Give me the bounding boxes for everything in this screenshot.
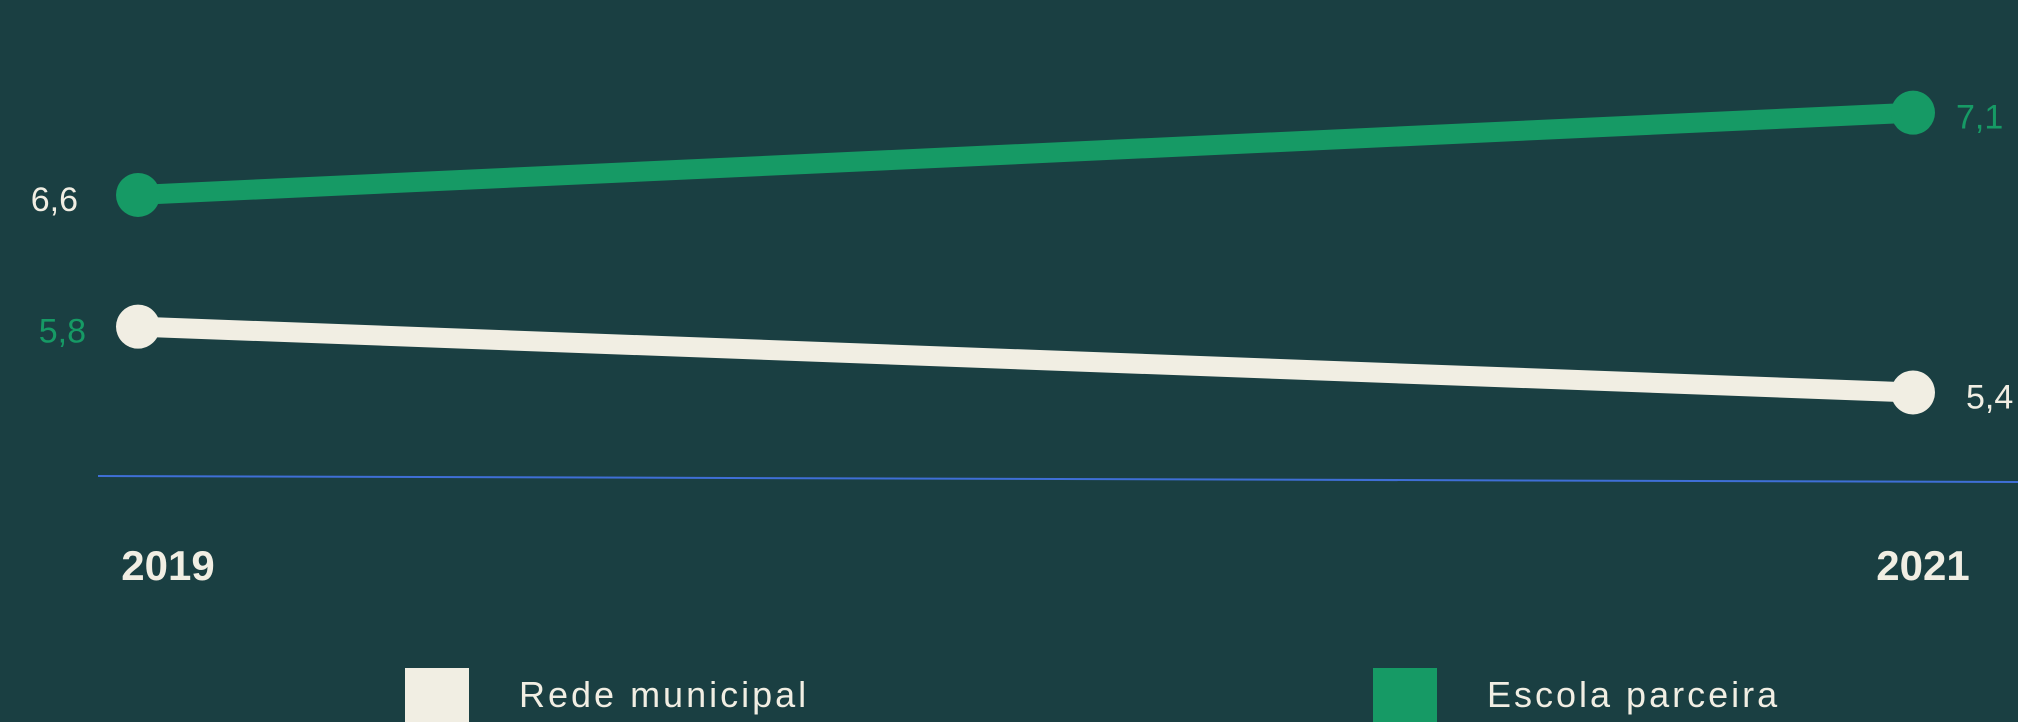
legend-label-rede-municipal: Rede municipal: [519, 674, 810, 715]
legend-item-escola-parceira: Escola parceira: [1373, 668, 1780, 722]
x-tick-label-2019: 2019: [121, 542, 214, 589]
legend-label-escola-parceira: Escola parceira: [1487, 674, 1781, 715]
x-tick-labels: 2019 2021: [121, 542, 1969, 589]
data-point-rede-municipal-2021: [1891, 370, 1935, 415]
legend: Rede municipal Escola parceira: [0, 668, 2018, 722]
data-label-escola-parceira-2019: 6,6: [31, 181, 78, 219]
series-line-escola-parceira: [128, 102, 1923, 205]
series-line-rede-municipal: [128, 316, 1923, 403]
x-axis-line: [97, 475, 2018, 483]
legend-swatch-rede-municipal: [405, 668, 469, 722]
data-point-rede-municipal-2019: [116, 304, 160, 349]
legend-item-rede-municipal: Rede municipal: [405, 668, 809, 722]
data-point-escola-parceira-2021: [1891, 90, 1935, 135]
data-point-escola-parceira-2019: [116, 172, 160, 217]
data-label-rede-municipal-2019: 5,8: [39, 313, 86, 351]
series-layer: 6,6 7,1 5,8 5,4: [31, 90, 2013, 416]
legend-swatch-escola-parceira: [1373, 668, 1437, 722]
x-tick-label-2021: 2021: [1876, 542, 1969, 589]
data-label-escola-parceira-2021: 7,1: [1956, 99, 2003, 137]
data-label-rede-municipal-2021: 5,4: [1966, 378, 2013, 416]
